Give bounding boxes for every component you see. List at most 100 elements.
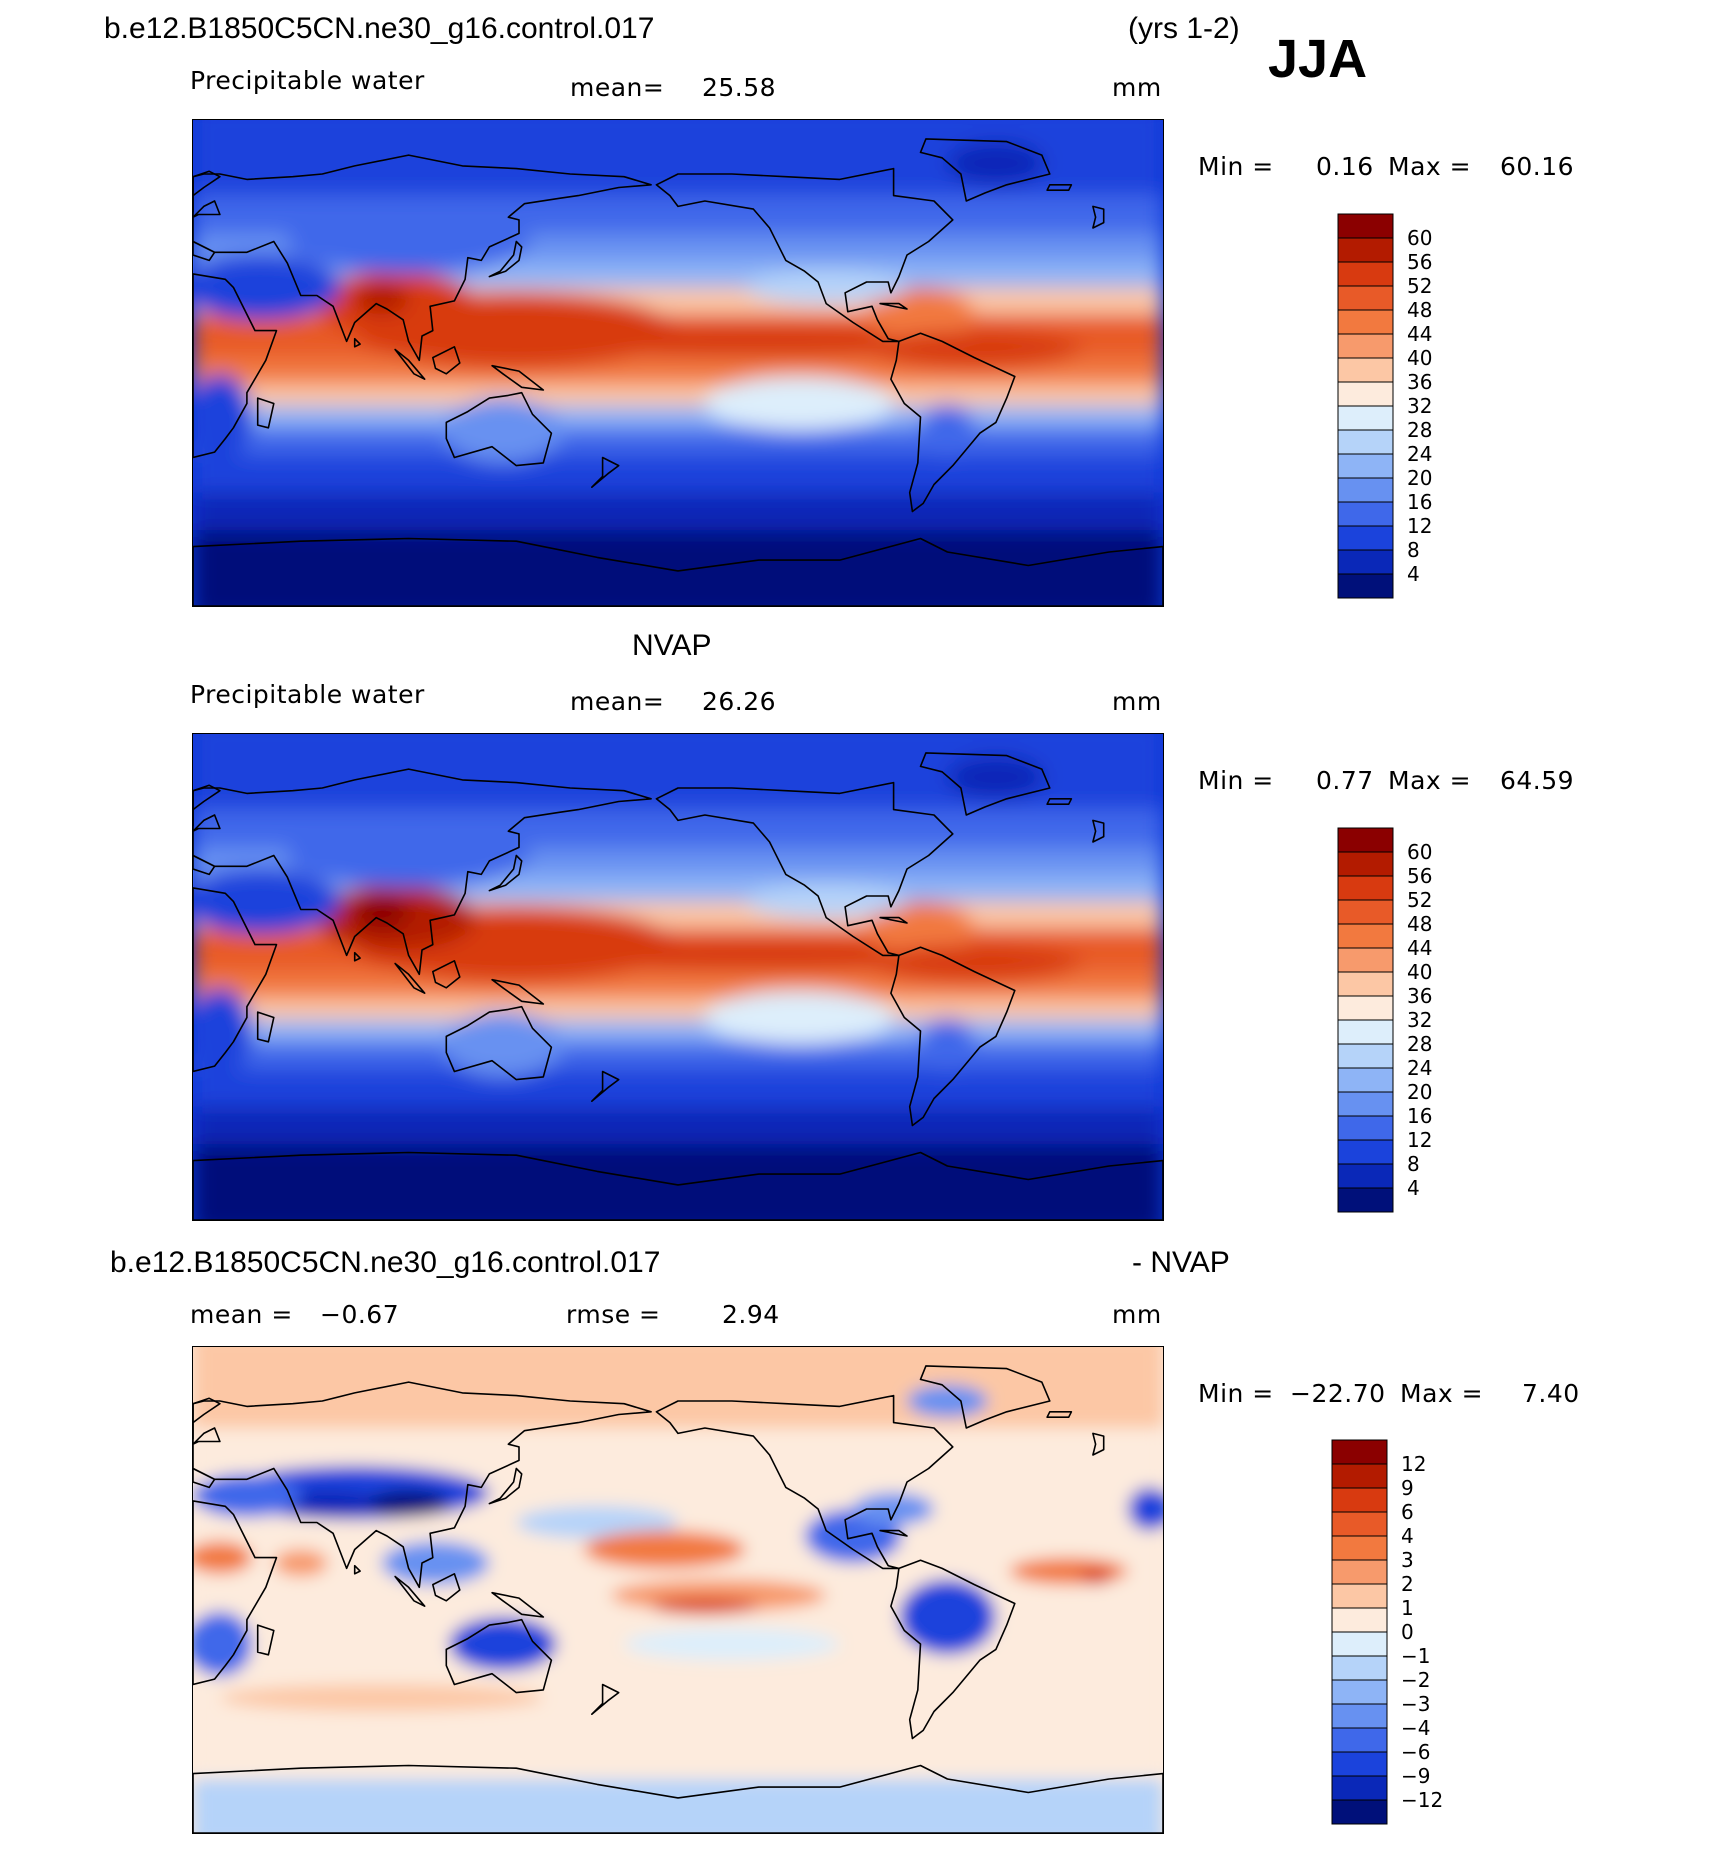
mean-label: mean = — [190, 1300, 293, 1329]
field-label: Precipitable water — [190, 66, 425, 95]
colorbar-tick-label: 44 — [1407, 322, 1432, 346]
colorbar-tick-label: 48 — [1407, 298, 1432, 322]
min-value: 0.16 — [1316, 152, 1374, 181]
colorbar-swatch — [1337, 357, 1394, 383]
colorbar-tick-label: −9 — [1401, 1764, 1430, 1788]
colorbar-tick-label: 56 — [1407, 250, 1432, 274]
colorbar-swatch — [1337, 405, 1394, 431]
colorbar-tick-label: −2 — [1401, 1668, 1430, 1692]
colorbar-swatch — [1331, 1751, 1388, 1777]
case-title: b.e12.B1850C5CN.ne30_g16.control.017 — [104, 12, 655, 45]
colorbar-swatch — [1337, 995, 1394, 1021]
panel-title: NVAP — [632, 629, 712, 662]
colorbar-tick-label: 36 — [1407, 984, 1432, 1008]
colorbar-swatch — [1337, 1163, 1394, 1189]
colorbar-swatch — [1331, 1775, 1388, 1801]
colorbar-tick-label: 6 — [1401, 1500, 1414, 1524]
colorbar-swatch — [1337, 381, 1394, 407]
max-label: Max = — [1400, 1379, 1484, 1408]
colorbar-tick-label: 40 — [1407, 960, 1432, 984]
units-label: mm — [1112, 1300, 1162, 1329]
colorbar-swatch — [1331, 1583, 1388, 1609]
colorbar-swatch — [1337, 899, 1394, 925]
mean-value: 25.58 — [702, 73, 777, 102]
field-label: Precipitable water — [190, 680, 425, 709]
colorbar-swatch — [1337, 1019, 1394, 1045]
colorbar-swatch — [1337, 1115, 1394, 1141]
colorbar-tick-label: 60 — [1407, 226, 1432, 250]
max-label: Max = — [1388, 766, 1472, 795]
colorbar-swatch — [1331, 1655, 1388, 1681]
colorbar-swatch — [1337, 477, 1394, 503]
colorbar-tick-label: 56 — [1407, 864, 1432, 888]
colorbar-swatch — [1337, 501, 1394, 527]
min-label: Min = — [1198, 152, 1274, 181]
colorbar-swatch — [1331, 1607, 1388, 1633]
colorbar-nvap: 60 56 52 48 44 40 36 32 28 24 20 16 12 8 4 — [1337, 827, 1458, 1213]
units-label: mm — [1112, 687, 1162, 716]
colorbar-swatch — [1337, 1139, 1394, 1165]
colorbar-tick-label: 12 — [1407, 514, 1432, 538]
colorbar-swatch — [1331, 1535, 1388, 1561]
colorbar-swatch — [1337, 1043, 1394, 1069]
mean-value: −0.67 — [320, 1300, 400, 1329]
colorbar-swatch — [1337, 851, 1394, 877]
colorbar-tick-label: 9 — [1401, 1476, 1414, 1500]
colorbar-tick-label: 12 — [1407, 1128, 1432, 1152]
min-label: Min = — [1198, 1379, 1274, 1408]
colorbar-tick-label: 28 — [1407, 1032, 1432, 1056]
rmse-value: 2.94 — [722, 1300, 780, 1329]
colorbar-swatch — [1337, 525, 1394, 551]
mean-label: mean= — [570, 73, 665, 102]
colorbar-tick-label: 60 — [1407, 840, 1432, 864]
colorbar-tick-label: 36 — [1407, 370, 1432, 394]
max-value: 64.59 — [1500, 766, 1575, 795]
colorbar-tick-label: 20 — [1407, 1080, 1432, 1104]
colorbar-swatch — [1331, 1487, 1388, 1513]
precip-water-map-nvap — [192, 733, 1164, 1221]
min-value: 0.77 — [1316, 766, 1374, 795]
min-value: −22.70 — [1290, 1379, 1386, 1408]
colorbar-tick-label: 16 — [1407, 1104, 1432, 1128]
colorbar-swatch — [1337, 971, 1394, 997]
colorbar-swatch — [1337, 875, 1394, 901]
colorbar-tick-label: 24 — [1407, 442, 1432, 466]
colorbar-swatch — [1337, 1067, 1394, 1093]
colorbar-swatch — [1337, 1187, 1394, 1213]
years-label: (yrs 1-2) — [1128, 12, 1240, 45]
colorbar-swatch — [1337, 923, 1394, 949]
max-label: Max = — [1388, 152, 1472, 181]
mean-value: 26.26 — [702, 687, 777, 716]
units-label: mm — [1112, 73, 1162, 102]
colorbar-tick-label: 40 — [1407, 346, 1432, 370]
colorbar-tick-label: 12 — [1401, 1452, 1426, 1476]
colorbar-tick-label: 8 — [1407, 538, 1420, 562]
colorbar-tick-label: 24 — [1407, 1056, 1432, 1080]
colorbar-tick-label: 4 — [1407, 1176, 1420, 1200]
colorbar-tick-label: 20 — [1407, 466, 1432, 490]
colorbar-swatch — [1331, 1511, 1388, 1537]
colorbar-swatch — [1337, 261, 1394, 287]
colorbar-swatch — [1337, 573, 1394, 599]
colorbar-tick-label: 8 — [1407, 1152, 1420, 1176]
colorbar-swatch — [1331, 1439, 1388, 1465]
colorbar-tick-label: −12 — [1401, 1788, 1443, 1812]
colorbar-tick-label: 48 — [1407, 912, 1432, 936]
colorbar-swatch — [1337, 1091, 1394, 1117]
colorbar-tick-label: 32 — [1407, 1008, 1432, 1032]
colorbar-swatch — [1331, 1631, 1388, 1657]
colorbar-tick-label: 52 — [1407, 274, 1432, 298]
diff-title-right: - NVAP — [1132, 1246, 1230, 1279]
colorbar-tick-label: 2 — [1401, 1572, 1414, 1596]
precip-water-diff-map — [192, 1346, 1164, 1834]
precip-water-map-model — [192, 119, 1164, 607]
colorbar-tick-label: −6 — [1401, 1740, 1430, 1764]
colorbar-tick-label: 52 — [1407, 888, 1432, 912]
colorbar-tick-label: 0 — [1401, 1620, 1414, 1644]
colorbar-tick-label: 3 — [1401, 1548, 1414, 1572]
colorbar-swatch — [1337, 827, 1394, 853]
colorbar-swatch — [1331, 1679, 1388, 1705]
colorbar-swatch — [1331, 1703, 1388, 1729]
colorbar-tick-label: −3 — [1401, 1692, 1430, 1716]
season-label: JJA — [1268, 29, 1368, 89]
